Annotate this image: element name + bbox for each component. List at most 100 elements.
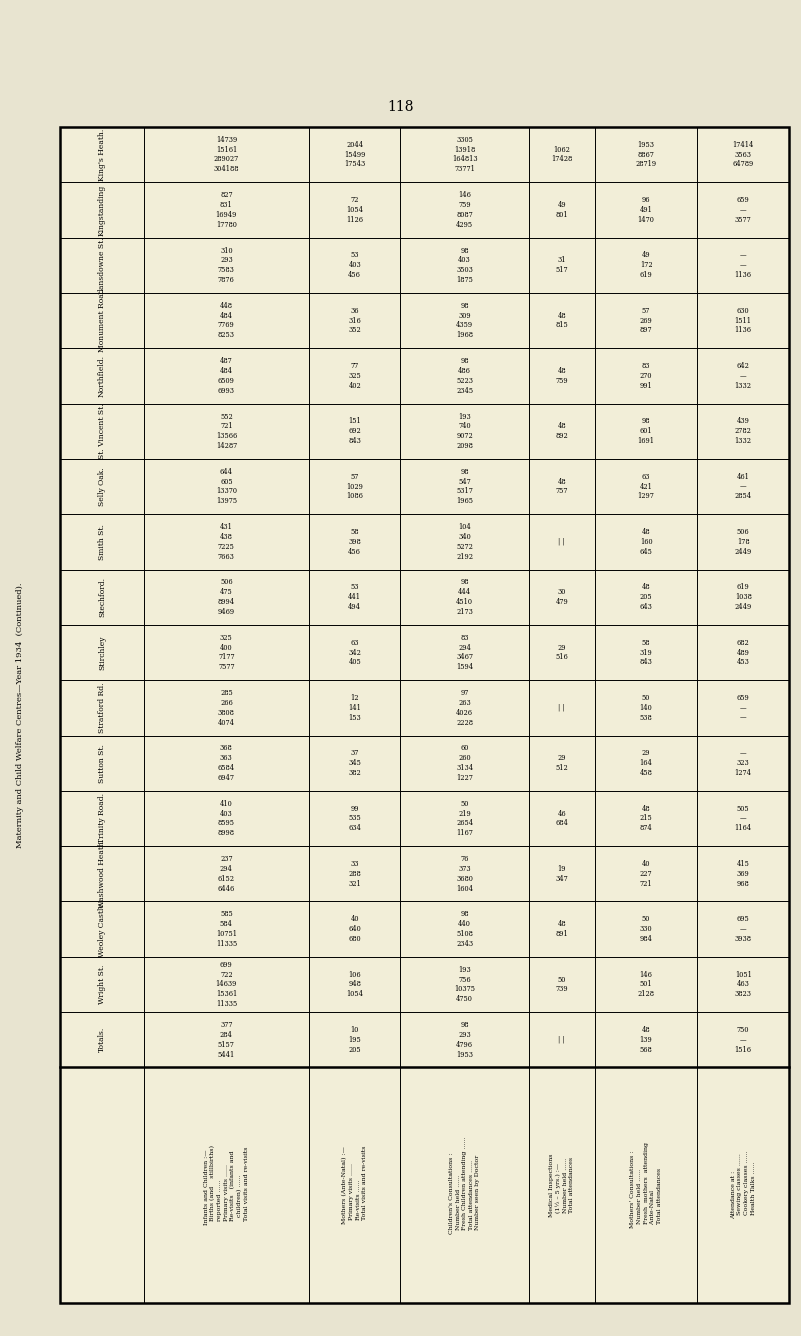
Text: 505
—
1164: 505 — 1164 <box>735 804 751 832</box>
Text: 682
489
453: 682 489 453 <box>737 639 750 667</box>
Text: 97
263
4026
2228: 97 263 4026 2228 <box>456 689 473 727</box>
Text: Stirchley: Stirchley <box>98 636 106 669</box>
Text: 585
584
10751
11335: 585 584 10751 11335 <box>215 910 237 947</box>
Text: 37
345
382: 37 345 382 <box>348 749 361 778</box>
Text: 49
172
619: 49 172 619 <box>640 251 653 279</box>
Text: 53
403
456: 53 403 456 <box>348 251 361 279</box>
Text: 48
815: 48 815 <box>555 311 568 330</box>
Text: 30
479: 30 479 <box>555 588 568 607</box>
Text: 96
491
1470: 96 491 1470 <box>638 196 654 223</box>
Text: 40
640
680: 40 640 680 <box>348 915 361 943</box>
Text: Stechford.: Stechford. <box>98 577 106 617</box>
Text: 48
160
645: 48 160 645 <box>640 528 653 556</box>
Text: 659
—
3577: 659 — 3577 <box>735 196 751 223</box>
Text: 99
535
634: 99 535 634 <box>348 804 361 832</box>
Text: Sutton St.: Sutton St. <box>98 744 106 783</box>
Bar <box>60 127 789 1303</box>
Text: Mothers (Ante-Natal) :—
  Primary visits ......
  Re-visits ......
  Total visit: Mothers (Ante-Natal) :— Primary visits .… <box>342 1146 367 1224</box>
Text: 642
—
1332: 642 — 1332 <box>735 362 751 390</box>
Text: 552
721
13566
14287: 552 721 13566 14287 <box>215 413 237 450</box>
Text: 1051
463
3823: 1051 463 3823 <box>735 971 751 998</box>
Text: 630
1511
1136: 630 1511 1136 <box>735 307 751 334</box>
Text: | |: | | <box>558 538 565 546</box>
Text: 83
270
991: 83 270 991 <box>640 362 653 390</box>
Text: 98
547
5317
1965: 98 547 5317 1965 <box>456 468 473 505</box>
Text: 146
501
2128: 146 501 2128 <box>638 971 654 998</box>
Text: 48
205
643: 48 205 643 <box>640 584 653 611</box>
Text: 368
363
6584
6947: 368 363 6584 6947 <box>218 744 235 782</box>
Text: 12
141
153: 12 141 153 <box>348 693 361 721</box>
Text: Totals.: Totals. <box>98 1027 106 1053</box>
Text: 29
164
458: 29 164 458 <box>640 749 653 778</box>
Text: 19
347: 19 347 <box>555 864 568 883</box>
Text: 1953
8867
28719: 1953 8867 28719 <box>635 140 657 168</box>
Text: 63
421
1297: 63 421 1297 <box>638 473 654 501</box>
Text: 644
605
13370
13975: 644 605 13370 13975 <box>215 468 237 505</box>
Text: 31
517: 31 517 <box>555 257 568 274</box>
Text: 98
309
4359
1968: 98 309 4359 1968 <box>456 302 473 339</box>
Text: 48
215
874: 48 215 874 <box>640 804 653 832</box>
Text: 659
—
—: 659 — — <box>737 693 750 721</box>
Text: 325
400
7177
7577: 325 400 7177 7577 <box>218 633 235 671</box>
Text: 439
2782
1332: 439 2782 1332 <box>735 417 751 445</box>
Text: 48
757: 48 757 <box>555 478 568 496</box>
Text: 63
342
405: 63 342 405 <box>348 639 361 667</box>
Text: —
323
1274: — 323 1274 <box>735 749 751 778</box>
Text: Maternity and Child Welfare Centres—Year 1934  (Continued).: Maternity and Child Welfare Centres—Year… <box>16 582 24 847</box>
Text: —
—
1136: — — 1136 <box>735 251 751 279</box>
Text: 60
260
3134
1227: 60 260 3134 1227 <box>456 744 473 782</box>
Text: Infants and Children :—
  Births (and    stillbirths)
  reported ......
  Primar: Infants and Children :— Births (and stil… <box>203 1145 249 1225</box>
Text: 48
759: 48 759 <box>555 367 568 385</box>
Text: 310
293
7583
7876: 310 293 7583 7876 <box>218 247 235 285</box>
Text: 10
195
205: 10 195 205 <box>348 1026 361 1054</box>
Text: Monument Road: Monument Road <box>98 289 106 353</box>
Text: 3305
13918
164813
73771: 3305 13918 164813 73771 <box>452 136 477 174</box>
Text: 29
512: 29 512 <box>555 755 568 772</box>
Text: 237
294
6152
6446: 237 294 6152 6446 <box>218 855 235 892</box>
Text: 410
403
8595
8998: 410 403 8595 8998 <box>218 800 235 838</box>
Text: 193
756
10375
4750: 193 756 10375 4750 <box>454 966 475 1003</box>
Text: King's Heath.: King's Heath. <box>98 128 106 180</box>
Text: 58
398
456: 58 398 456 <box>348 528 361 556</box>
Text: Stratford Rd.: Stratford Rd. <box>98 683 106 733</box>
Text: 377
284
5157
5441: 377 284 5157 5441 <box>218 1021 235 1058</box>
Text: 146
759
8087
4295: 146 759 8087 4295 <box>456 191 473 228</box>
Text: 461
—
2854: 461 — 2854 <box>735 473 751 501</box>
Text: 506
178
2449: 506 178 2449 <box>735 528 752 556</box>
Text: Medical Inspections
  (1½ – 5 yrs.) :—
  Number held ......
  Total attendances: Medical Inspections (1½ – 5 yrs.) :— Num… <box>549 1153 574 1217</box>
Text: Attendance at :
  Sewing classes ......
  Cookery classes ......
  Health Talks : Attendance at : Sewing classes ...... Co… <box>731 1150 755 1220</box>
Text: 2044
15499
17543: 2044 15499 17543 <box>344 140 365 168</box>
Text: 57
269
897: 57 269 897 <box>640 307 653 334</box>
Text: 49
801: 49 801 <box>555 200 568 219</box>
Text: Washwood Heath.: Washwood Heath. <box>98 839 106 908</box>
Text: 98
486
5223
2345: 98 486 5223 2345 <box>456 357 473 394</box>
Text: 98
440
5108
2343: 98 440 5108 2343 <box>456 910 473 947</box>
Text: Selly Oak.: Selly Oak. <box>98 468 106 506</box>
Text: Northfield.: Northfield. <box>98 355 106 397</box>
Text: | |: | | <box>558 1035 565 1043</box>
Text: 83
294
3467
1594: 83 294 3467 1594 <box>456 633 473 671</box>
Text: 699
722
14639
15361
11335: 699 722 14639 15361 11335 <box>215 961 237 1009</box>
Text: 431
438
7225
7663: 431 438 7225 7663 <box>218 524 235 561</box>
Text: Kingstanding: Kingstanding <box>98 184 106 235</box>
Text: 151
692
843: 151 692 843 <box>348 417 361 445</box>
Text: 50
140
538: 50 140 538 <box>640 693 653 721</box>
Text: Smith St.: Smith St. <box>98 524 106 560</box>
Text: Lansdowne St.: Lansdowne St. <box>98 236 106 294</box>
Text: 487
484
6509
6993: 487 484 6509 6993 <box>218 357 235 394</box>
Text: St. Vincent St.: St. Vincent St. <box>98 403 106 460</box>
Text: 17414
3563
64789: 17414 3563 64789 <box>732 140 754 168</box>
Text: 415
369
968: 415 369 968 <box>737 860 750 887</box>
Text: 53
441
494: 53 441 494 <box>348 584 361 611</box>
Text: 98
403
3503
1875: 98 403 3503 1875 <box>457 247 473 285</box>
Text: 98
293
4796
1953: 98 293 4796 1953 <box>456 1021 473 1058</box>
Text: 50
739: 50 739 <box>555 975 568 994</box>
Text: | |: | | <box>558 704 565 712</box>
Text: 77
325
402: 77 325 402 <box>348 362 361 390</box>
Text: 193
740
9072
2098: 193 740 9072 2098 <box>457 413 473 450</box>
Text: 750
—
1516: 750 — 1516 <box>735 1026 751 1054</box>
Text: Children's Consultations :
  Number held ......
  Fresh Children attending .....: Children's Consultations : Number held .… <box>449 1137 481 1233</box>
Text: Weoley Castle.: Weoley Castle. <box>98 900 106 958</box>
Text: 48
139
568: 48 139 568 <box>640 1026 653 1054</box>
Text: Trinity Road.: Trinity Road. <box>98 794 106 843</box>
